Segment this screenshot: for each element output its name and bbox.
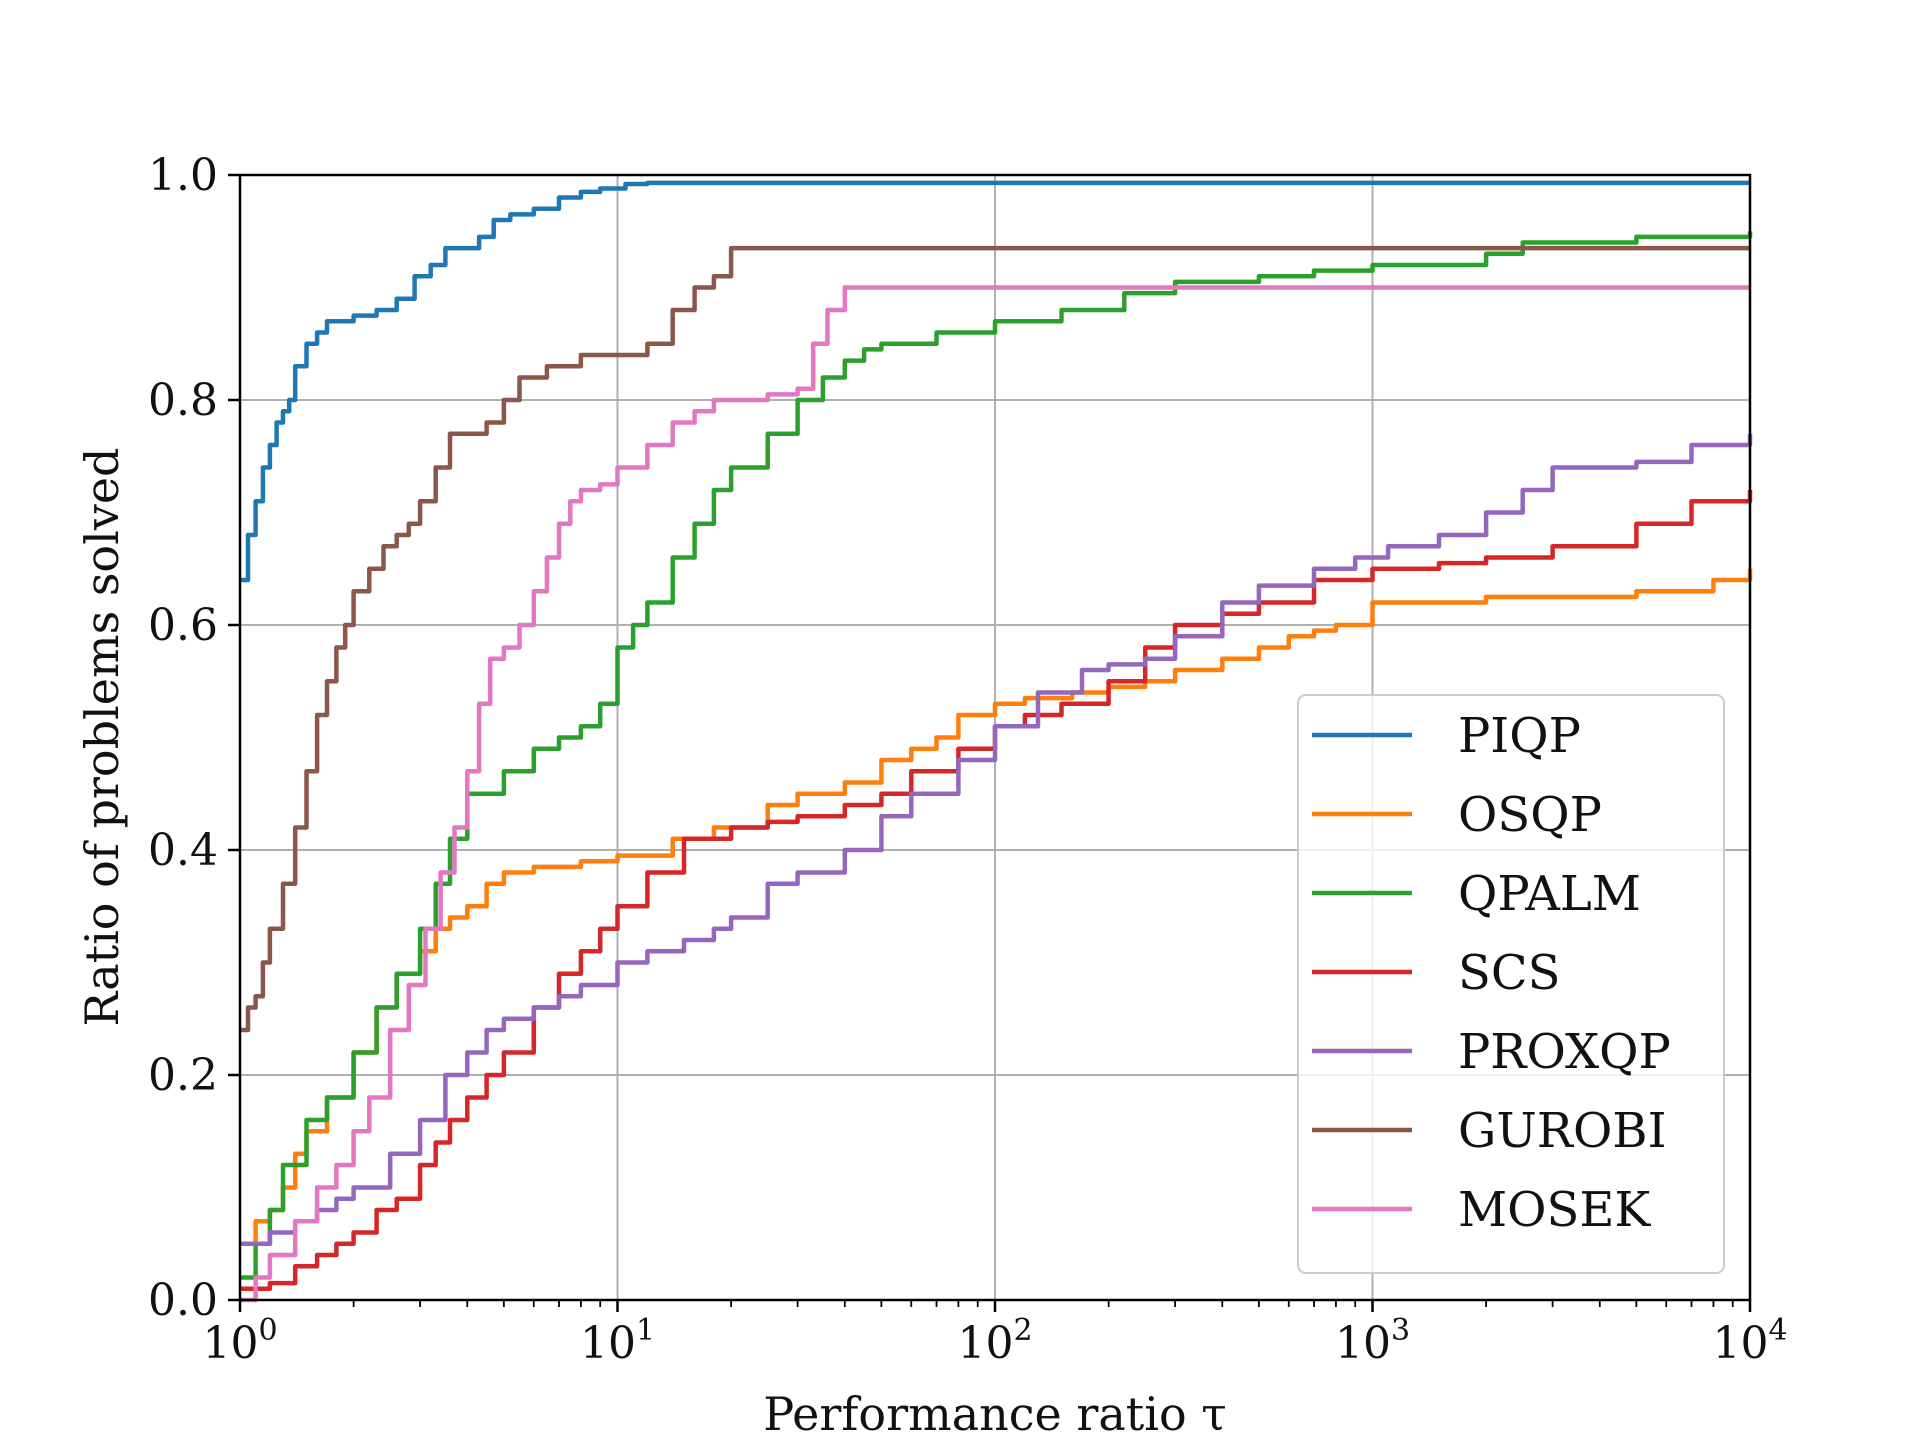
y-tick-label: 0.4	[148, 825, 218, 876]
y-tick-label: 1.0	[148, 150, 218, 201]
y-tick-label: 0.8	[148, 375, 218, 426]
x-tick-label: 100	[202, 1313, 277, 1369]
x-tick-label: 102	[957, 1313, 1032, 1369]
legend-label-piqp: PIQP	[1458, 708, 1581, 764]
legend: PIQP OSQP QPALM SCS PROXQP GUROBI MOSEK	[1297, 694, 1725, 1274]
y-axis-label: Ratio of problems solved	[75, 448, 129, 1027]
series-line-piqp	[240, 180, 1750, 583]
y-tick-label: 0.0	[148, 1275, 218, 1326]
legend-label-mosek: MOSEK	[1458, 1182, 1651, 1238]
series-line-proxqp	[240, 433, 1753, 1247]
axis-ticks: 100 101 102 103 104 0.0 0.2 0.4 0.6 0.8 1.0	[148, 150, 1788, 1369]
legend-label-gurobi: GUROBI	[1458, 1103, 1667, 1159]
series-line-gurobi	[240, 245, 1750, 1033]
x-tick-label: 104	[1712, 1313, 1787, 1369]
legend-label-scs: SCS	[1458, 945, 1561, 1001]
x-axis-label: Performance ratio τ	[763, 1387, 1226, 1440]
y-tick-label: 0.6	[148, 600, 218, 651]
legend-label-qpalm: QPALM	[1458, 866, 1641, 922]
series-lines	[240, 180, 1753, 1303]
legend-label-proxqp: PROXQP	[1458, 1024, 1671, 1080]
series-line-qpalm	[240, 231, 1753, 1280]
legend-label-osqp: OSQP	[1458, 787, 1602, 843]
x-tick-label: 103	[1335, 1313, 1410, 1369]
series-line-mosek	[240, 285, 1750, 1303]
y-tick-label: 0.2	[148, 1050, 218, 1101]
x-tick-label: 101	[580, 1313, 655, 1369]
